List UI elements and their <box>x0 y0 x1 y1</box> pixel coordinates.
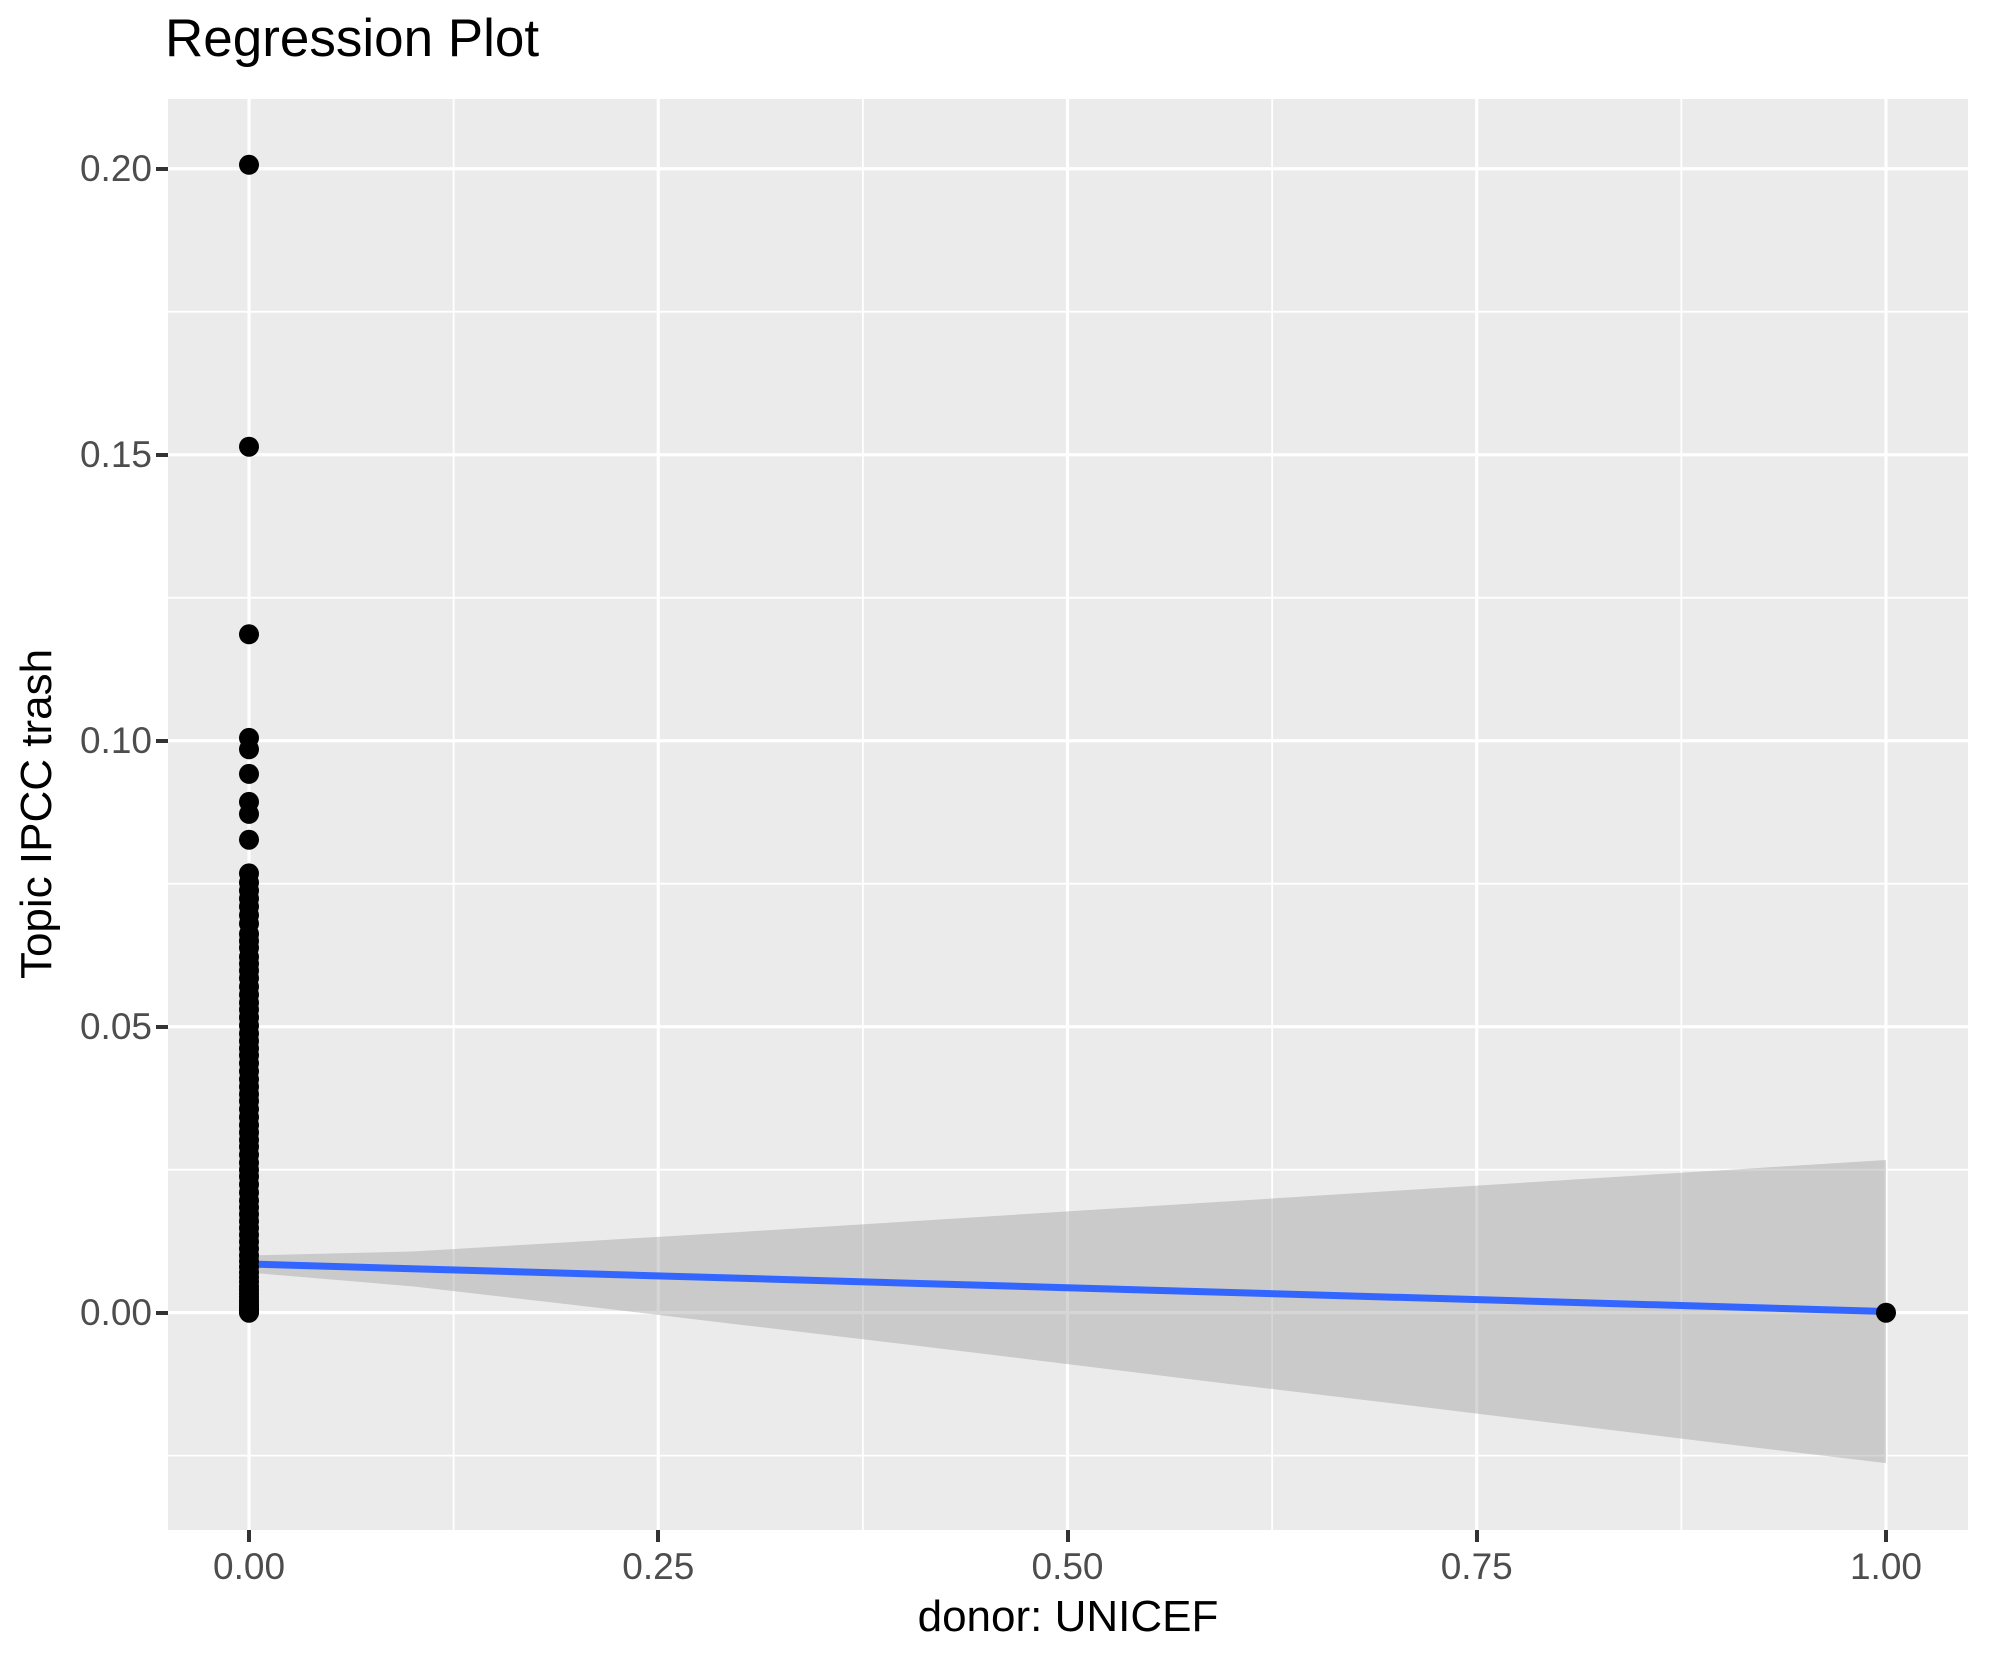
plot-title: Regression Plot <box>165 9 540 68</box>
x-tick-label: 0.50 <box>1031 1546 1104 1587</box>
data-point <box>239 624 259 645</box>
y-tick-label: 0.10 <box>79 719 152 761</box>
plot-canvas <box>168 99 1968 1530</box>
y-tick-label: 0.15 <box>79 433 152 475</box>
y-tick-label: 0.00 <box>79 1291 152 1333</box>
data-point <box>239 739 259 760</box>
plot-panel <box>168 99 1968 1530</box>
data-point <box>239 829 259 850</box>
x-tick-mark <box>1065 1530 1070 1542</box>
data-point <box>239 154 259 175</box>
x-tick-mark <box>656 1530 661 1542</box>
x-tick-label: 1.00 <box>1849 1546 1922 1587</box>
y-tick-label: 0.05 <box>79 1005 152 1047</box>
data-point <box>239 436 259 457</box>
y-axis-title: Topic IPCC trash <box>12 648 61 980</box>
x-axis-title: donor: UNICEF <box>917 1592 1219 1641</box>
y-tick-mark <box>156 452 168 457</box>
x-tick-mark <box>1474 1530 1479 1542</box>
y-tick-mark <box>156 738 168 743</box>
y-tick-label: 0.20 <box>79 147 152 189</box>
x-tick-mark <box>1883 1530 1888 1542</box>
x-tick-label: 0.00 <box>213 1546 286 1587</box>
x-tick-label: 0.25 <box>622 1546 695 1587</box>
y-tick-mark <box>156 1024 168 1029</box>
data-point <box>1876 1302 1896 1323</box>
regression-line <box>248 1260 1887 1315</box>
x-tick-label: 0.75 <box>1440 1546 1513 1587</box>
y-tick-mark <box>156 1310 168 1315</box>
data-point <box>239 803 259 824</box>
y-tick-mark <box>156 166 168 171</box>
data-point <box>239 1302 259 1323</box>
confidence-band <box>249 1160 1886 1464</box>
data-point <box>239 763 259 784</box>
x-tick-mark <box>247 1530 252 1542</box>
